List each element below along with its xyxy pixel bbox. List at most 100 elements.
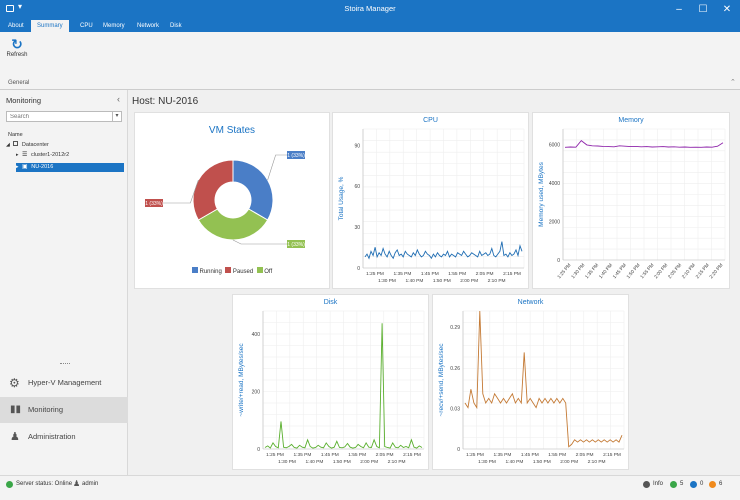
info-count[interactable]: 0 (700, 481, 704, 487)
search-field[interactable] (7, 112, 105, 121)
x-tick-label: 1:35 PM (584, 262, 600, 280)
x-tick-label: 1:30 PM (570, 262, 586, 280)
nav-administration[interactable]: ♟ Administration (0, 424, 128, 450)
x-tick-label: 2:00 PM (653, 262, 669, 280)
pie-data-label: 1 (33%) (287, 153, 305, 159)
x-tick-label: 1:50 PM (626, 262, 642, 280)
cpu-chart: 0 30 60 90 Total Usage, % 1:25 PM 1:35 PM 1:45 … (338, 128, 525, 284)
legend-swatch-off (256, 267, 263, 273)
y-tick-label: 0.03 (450, 406, 460, 412)
nav-monitoring[interactable]: ▮▮ Monitoring (0, 397, 128, 423)
search-dropdown-icon[interactable]: ▾ (112, 112, 121, 121)
vm-states-title: VM States (208, 125, 256, 136)
leader-line (232, 239, 305, 245)
y-tick-label: 200 (252, 390, 261, 396)
x-tick-label: 2:05 PM (667, 262, 683, 280)
refresh-label: Refresh (6, 52, 28, 58)
x-tick-label: 2:05 PM (476, 271, 494, 277)
tab-disk[interactable]: Disk (170, 23, 182, 29)
ok-count-icon (670, 481, 677, 488)
maximize-button[interactable]: ☐ (698, 4, 708, 15)
qat-dropdown-icon[interactable]: ▾ (18, 2, 23, 11)
expand-icon[interactable]: ▸ (16, 152, 19, 158)
tree-item-datacenter[interactable]: ◢ Datacenter (6, 141, 124, 150)
y-axis-label: Total Usage, % (338, 176, 345, 220)
nav-hyperv-management[interactable]: ⚙ Hyper-V Management (0, 370, 128, 396)
vm-states-legend: Running Paused Off (135, 267, 329, 275)
search-input[interactable]: ▾ (6, 111, 122, 122)
warning-count[interactable]: 6 (719, 481, 723, 487)
x-tick-label: 2:00 PM (560, 459, 578, 465)
tree-item-host-selected[interactable]: ▸ ▣ NU-2016 (16, 163, 124, 172)
series-line (364, 241, 523, 260)
tab-memory[interactable]: Memory (103, 23, 125, 29)
tab-network[interactable]: Network (137, 23, 160, 29)
network-chart-title: Network (517, 299, 544, 306)
status-bar: Server status: Online ♟ admin Info 5 0 6 (0, 475, 740, 500)
nav-label: Monitoring (28, 405, 64, 414)
y-tick-label: 4000 (549, 181, 560, 187)
y-axis-label: Memory used, MBytes (538, 161, 545, 226)
x-tick-label: 1:55 PM (548, 452, 566, 458)
x-tick-label: 1:40 PM (598, 262, 614, 280)
series-line (564, 139, 724, 148)
x-tick-label: 1:35 PM (393, 271, 411, 277)
memory-panel: Memory 0 2000 4000 6000 Memory used, MBytes 1… (532, 112, 730, 289)
x-tick-label: 1:35 PM (493, 452, 511, 458)
y-tick-label: 0 (557, 258, 560, 264)
refresh-button[interactable]: ↻ Refresh (6, 36, 28, 68)
disk-panel: Disk 0 200 400 ~write/+read, MBytes/sec 1:25… (232, 294, 429, 470)
app-icon (6, 5, 14, 12)
info-icon (643, 481, 650, 488)
series-line (264, 323, 423, 449)
y-tick-label: 0 (257, 447, 260, 453)
y-tick-label: 2000 (549, 219, 560, 225)
user-name: admin (82, 481, 99, 487)
page-title: Host: NU-2016 (132, 96, 199, 107)
legend-label: Off (264, 269, 273, 275)
legend-label: Paused (232, 269, 254, 275)
series-line (464, 310, 623, 448)
vm-states-pie: 1 (33%) 1 (33%) 1 (33%) (145, 151, 305, 248)
info-label[interactable]: Info (653, 481, 664, 487)
cpu-chart-title: CPU (423, 117, 438, 124)
x-tick-label: 2:10 PM (388, 459, 406, 465)
x-tick-label: 2:00 PM (460, 278, 478, 284)
ribbon-group-label: General (8, 80, 30, 86)
expand-icon[interactable]: ▸ (16, 164, 19, 170)
sidebar-title: Monitoring (6, 96, 42, 105)
info-count-icon (690, 481, 697, 488)
y-tick-label: 0.26 (450, 366, 460, 372)
nav-label: Hyper-V Management (28, 378, 102, 387)
splitter-grip[interactable] (60, 363, 70, 365)
bar-chart-icon: ▮▮ (10, 404, 22, 415)
disk-chart-title: Disk (323, 299, 338, 306)
y-axis-label: ~recv/+send, MBytes/sec (438, 343, 445, 417)
x-tick-label: 1:30 PM (478, 459, 496, 465)
sidebar-collapse-icon[interactable]: ‹ (117, 94, 120, 104)
tree-item-label: Datacenter (21, 142, 49, 148)
tree-item-cluster[interactable]: ▸ ☰ cluster1-2012r2 (16, 151, 124, 160)
x-tick-label: 2:15 PM (603, 452, 621, 458)
x-tick-label: 1:45 PM (321, 452, 339, 458)
tab-summary[interactable]: Summary (31, 20, 69, 32)
minimize-button[interactable]: – (676, 4, 682, 15)
warning-count-icon (709, 481, 716, 488)
x-tick-label: 2:20 PM (708, 262, 724, 280)
ribbon-collapse-icon[interactable]: ⌃ (730, 79, 736, 86)
sidebar: Monitoring ‹ ▾ Name ◢ Datacenter ▸ ☰ clu… (0, 90, 128, 475)
x-tick-label: 1:30 PM (378, 278, 396, 284)
expand-icon[interactable]: ◢ (6, 142, 10, 148)
pie-slice-paused (192, 159, 234, 221)
host-icon: ▣ (22, 164, 28, 170)
x-tick-label: 1:25 PM (556, 262, 572, 280)
data-label-box (287, 151, 305, 159)
tab-cpu[interactable]: CPU (80, 23, 93, 29)
ok-count[interactable]: 5 (680, 481, 684, 487)
close-button[interactable]: ✕ (722, 4, 732, 15)
user-icon: ♟ (73, 479, 81, 488)
pie-data-label: 1 (33%) (287, 242, 305, 248)
tab-about[interactable]: About (8, 23, 24, 29)
